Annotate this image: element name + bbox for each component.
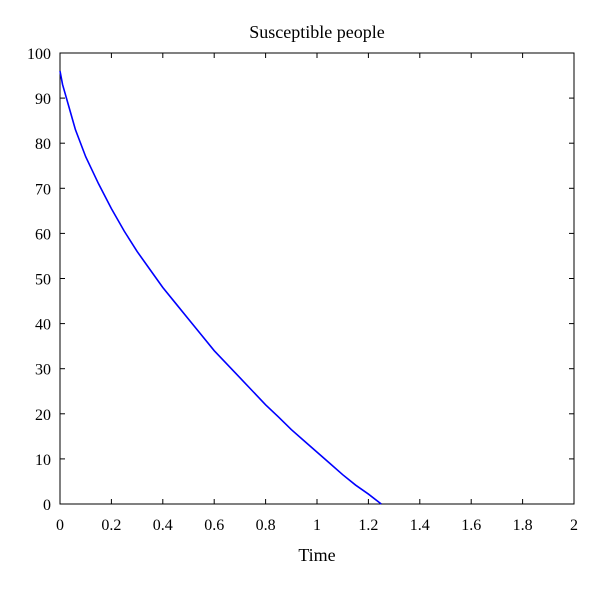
x-tick-label: 0.4 xyxy=(153,517,173,534)
x-tick-label: 0.6 xyxy=(204,517,224,534)
plot-area xyxy=(59,52,575,505)
y-tick-label: 40 xyxy=(35,317,51,334)
x-tick-label: 1.4 xyxy=(410,517,430,534)
y-tick-label: 50 xyxy=(35,272,51,289)
chart-title: Susceptible people xyxy=(249,22,384,42)
x-tick-label: 1.8 xyxy=(513,517,533,534)
y-tick-label: 90 xyxy=(35,91,51,108)
y-tick-label: 60 xyxy=(35,226,51,243)
x-tick-label: 1.6 xyxy=(461,517,481,534)
x-tick-label: 0.8 xyxy=(256,517,276,534)
x-axis-label: Time xyxy=(298,545,335,565)
x-tick-label: 2 xyxy=(570,517,578,534)
y-tick-label: 80 xyxy=(35,136,51,153)
series-line-susceptible xyxy=(59,70,382,505)
y-tick-labels: 0 10 20 30 40 50 60 70 80 90 100 xyxy=(27,46,51,514)
x-tick-label: 1.2 xyxy=(358,517,378,534)
x-tick-label: 0.2 xyxy=(101,517,121,534)
x-tick-label: 1 xyxy=(313,517,321,534)
y-tick-label: 100 xyxy=(27,46,51,63)
y-tick-label: 20 xyxy=(35,407,51,424)
y-tick-label: 0 xyxy=(43,497,51,514)
y-tick-label: 30 xyxy=(35,362,51,379)
axis-ticks xyxy=(59,52,575,505)
x-tick-labels: 0 0.2 0.4 0.6 0.8 1 1.2 1.4 1.6 1.8 2 xyxy=(56,517,578,534)
y-tick-label: 10 xyxy=(35,452,51,469)
y-tick-label: 70 xyxy=(35,181,51,198)
x-tick-label: 0 xyxy=(56,517,64,534)
